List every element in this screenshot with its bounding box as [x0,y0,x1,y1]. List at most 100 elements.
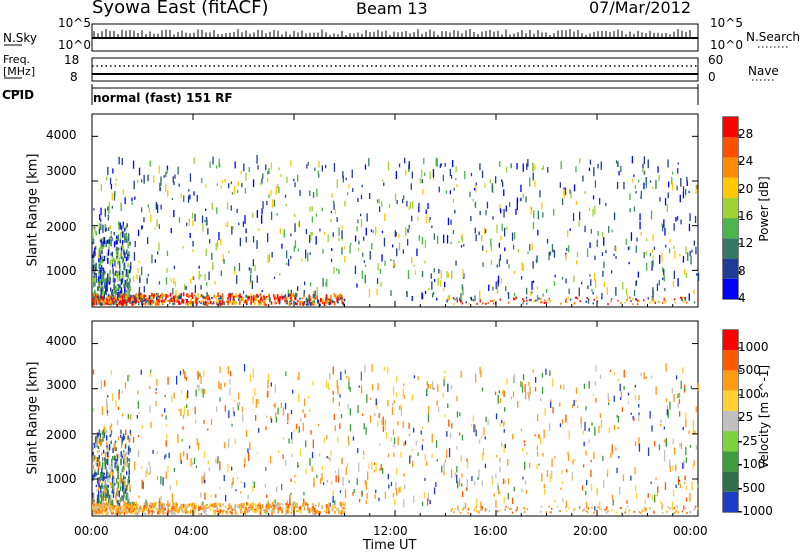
ground-echo-cell [206,297,209,301]
scatter-cell [423,157,425,165]
ground-echo-cell [162,504,165,509]
scatter-cell [215,458,217,464]
scatter-cell [316,287,318,296]
scatter-cell [599,374,602,379]
scatter-cell [183,283,186,290]
ground-echo-cell [132,294,134,298]
scatter-cell [542,212,544,218]
scatter-cell [688,190,690,194]
scatter-cell [193,457,196,464]
scatter-cell [92,407,94,412]
scatter-cell [682,367,684,374]
scatter-cell [327,234,329,243]
power-colorbar-tick: 16 [738,209,754,223]
scatter-cell [396,200,398,204]
scatter-cell [140,369,142,375]
late-echo-cell [673,298,676,301]
ground-echo-cell [142,507,145,513]
scatter-cell [138,411,140,415]
scatter-cell [207,460,209,465]
ground-echo-cell [96,504,98,509]
scatter-cell [209,239,211,244]
scatter-cell [516,202,518,210]
ground-echo-cell [159,294,162,298]
ground-echo-cell [123,511,126,516]
scatter-cell [294,240,297,249]
early-cluster-cell [103,488,105,494]
scatter-cell [620,165,622,173]
scatter-cell [155,202,158,209]
scatter-cell [571,476,573,480]
scatter-cell [373,470,375,473]
early-cluster-cell [107,258,109,264]
early-cluster-cell [103,432,106,438]
scatter-cell [203,370,205,377]
ground-echo-cell [268,294,270,297]
ground-echo-cell [286,298,288,301]
late-echo-cell [556,505,559,508]
scatter-cell [227,221,229,227]
ground-echo-cell [107,511,109,515]
late-echo-cell [456,297,458,300]
scatter-cell [477,477,479,481]
scatter-cell [100,381,103,385]
scatter-cell [354,235,357,242]
early-cluster-cell [127,242,129,249]
scatter-cell [289,495,291,502]
ground-echo-cell [306,503,308,506]
ground-echo-cell [112,512,114,515]
late-echo-cell [596,505,599,508]
early-cluster-cell [120,225,123,231]
ground-echo-cell [269,503,272,506]
scatter-cell [201,215,204,224]
early-cluster-cell [117,436,120,441]
scatter-cell [360,385,363,394]
early-cluster-cell [98,263,100,270]
late-echo-cell [690,511,692,514]
late-echo-cell [635,298,637,301]
scatter-cell [544,489,546,495]
scatter-cell [177,166,179,175]
ground-echo-cell [250,507,253,511]
scatter-cell [103,449,105,454]
late-echo-cell [663,296,665,299]
scatter-cell [313,483,315,488]
scatter-cell [387,400,389,407]
scatter-cell [299,189,301,197]
scatter-cell [495,500,497,508]
ground-echo-cell [234,509,236,512]
early-cluster-cell [101,276,103,283]
scatter-cell [552,378,554,387]
scatter-cell [334,208,337,214]
late-echo-cell [511,511,514,514]
early-cluster-cell [105,227,107,231]
early-cluster-cell [104,451,107,459]
scatter-cell [137,390,139,395]
scatter-cell [216,183,218,186]
scatter-cell [382,416,384,425]
ground-echo-cell [208,505,211,508]
scatter-cell [677,393,679,399]
early-cluster-cell [127,233,130,239]
scatter-cell [357,197,359,202]
scatter-cell [595,365,597,372]
ground-echo-cell [110,510,112,513]
scatter-cell [287,422,289,425]
scatter-cell [267,380,269,389]
scatter-cell [398,487,400,493]
early-cluster-cell [118,225,120,231]
scatter-cell [279,273,281,276]
early-cluster-cell [102,275,105,281]
scatter-cell [665,363,667,372]
scatter-cell [297,376,299,381]
late-echo-cell [480,505,483,508]
scatter-cell [565,500,568,508]
scatter-cell [428,218,431,223]
ground-echo-cell [97,301,99,304]
scatter-cell [326,456,328,459]
ground-echo-cell [101,508,103,513]
ground-echo-cell [184,509,187,513]
scatter-cell [290,409,293,415]
scatter-cell [590,459,592,463]
scatter-cell [275,186,277,195]
